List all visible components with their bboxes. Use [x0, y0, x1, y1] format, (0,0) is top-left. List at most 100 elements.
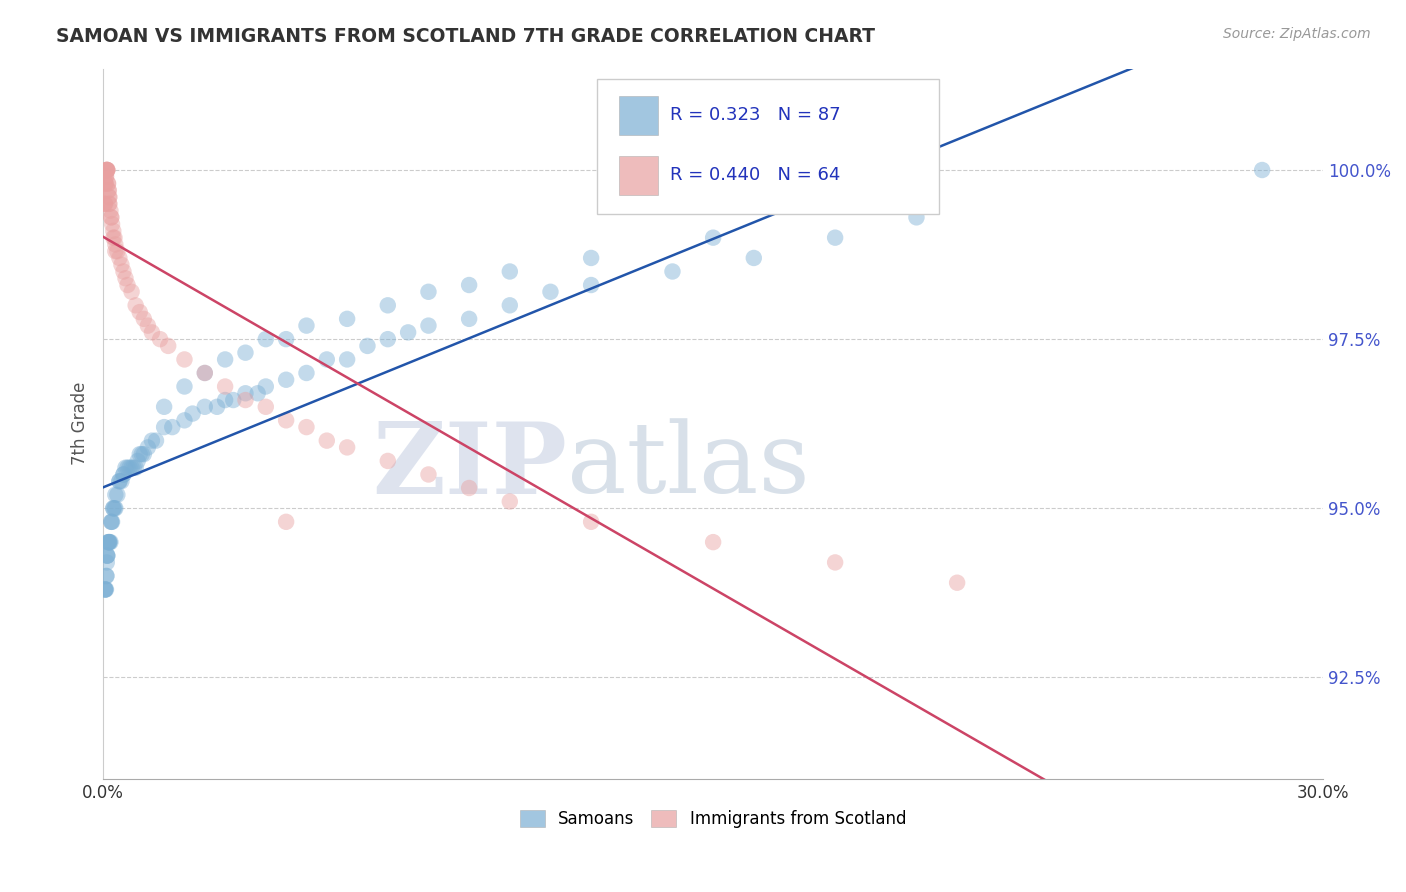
Point — [377, 454, 399, 468]
Point — [118, 460, 141, 475]
Point — [105, 488, 128, 502]
Legend: Samoans, Immigrants from Scotland: Samoans, Immigrants from Scotland — [513, 803, 912, 835]
Point — [127, 454, 149, 468]
Point — [121, 285, 143, 299]
Point — [94, 582, 117, 597]
Point — [132, 447, 155, 461]
Point — [112, 467, 135, 482]
Point — [98, 197, 121, 211]
Point — [315, 434, 337, 448]
Point — [97, 183, 120, 197]
Point — [336, 311, 359, 326]
Point — [946, 575, 969, 590]
Point — [153, 400, 176, 414]
Point — [356, 339, 378, 353]
Point — [110, 474, 132, 488]
Point — [136, 318, 159, 333]
Point — [128, 305, 150, 319]
Bar — [619, 95, 658, 135]
Point — [124, 460, 146, 475]
Point — [162, 420, 184, 434]
Point — [97, 183, 120, 197]
Point — [104, 501, 127, 516]
Point — [499, 494, 522, 508]
Point — [103, 230, 125, 244]
Point — [181, 407, 204, 421]
Point — [100, 211, 122, 225]
Point — [97, 177, 120, 191]
Point — [97, 535, 120, 549]
Point — [96, 569, 118, 583]
Point — [103, 501, 125, 516]
Point — [131, 447, 153, 461]
Point — [396, 326, 419, 340]
Point — [157, 339, 180, 353]
Point — [105, 244, 128, 259]
Point — [254, 379, 277, 393]
Point — [94, 177, 117, 191]
Point — [173, 413, 195, 427]
Point — [141, 434, 163, 448]
Point — [205, 400, 228, 414]
Point — [418, 285, 440, 299]
Point — [100, 515, 122, 529]
Point — [418, 467, 440, 482]
Point — [377, 298, 399, 312]
Point — [98, 190, 121, 204]
Point — [194, 366, 217, 380]
Bar — [619, 156, 658, 195]
Point — [103, 224, 125, 238]
Point — [136, 441, 159, 455]
Point — [101, 217, 124, 231]
Point — [94, 582, 117, 597]
Point — [1251, 163, 1274, 178]
Point — [103, 501, 125, 516]
Point — [100, 211, 122, 225]
Point — [132, 311, 155, 326]
Point — [104, 244, 127, 259]
Point — [94, 177, 117, 191]
Point — [114, 271, 136, 285]
Point — [100, 203, 122, 218]
Point — [824, 556, 846, 570]
Text: SAMOAN VS IMMIGRANTS FROM SCOTLAND 7TH GRADE CORRELATION CHART: SAMOAN VS IMMIGRANTS FROM SCOTLAND 7TH G… — [56, 27, 876, 45]
Point — [214, 352, 236, 367]
Point — [114, 460, 136, 475]
Point — [103, 501, 125, 516]
Point — [540, 285, 562, 299]
Point — [235, 386, 257, 401]
Point — [499, 264, 522, 278]
Point — [96, 163, 118, 178]
Point — [336, 441, 359, 455]
Point — [214, 392, 236, 407]
Point — [117, 460, 139, 475]
Point — [499, 298, 522, 312]
Point — [98, 197, 121, 211]
Point — [276, 413, 298, 427]
Point — [96, 556, 118, 570]
Point — [97, 177, 120, 191]
Point — [276, 373, 298, 387]
Point — [112, 264, 135, 278]
Point — [173, 379, 195, 393]
Point — [458, 278, 481, 293]
Point — [336, 352, 359, 367]
Point — [254, 332, 277, 346]
Point — [94, 169, 117, 184]
FancyBboxPatch shape — [598, 79, 939, 214]
Point — [235, 392, 257, 407]
Point — [108, 474, 131, 488]
Point — [94, 582, 117, 597]
Point — [103, 230, 125, 244]
Point — [276, 515, 298, 529]
Point — [94, 177, 117, 191]
Point — [702, 230, 724, 244]
Point — [97, 535, 120, 549]
Point — [96, 549, 118, 563]
Point — [194, 366, 217, 380]
Point — [124, 298, 146, 312]
Point — [100, 515, 122, 529]
Point — [235, 345, 257, 359]
Point — [377, 332, 399, 346]
Point — [110, 258, 132, 272]
